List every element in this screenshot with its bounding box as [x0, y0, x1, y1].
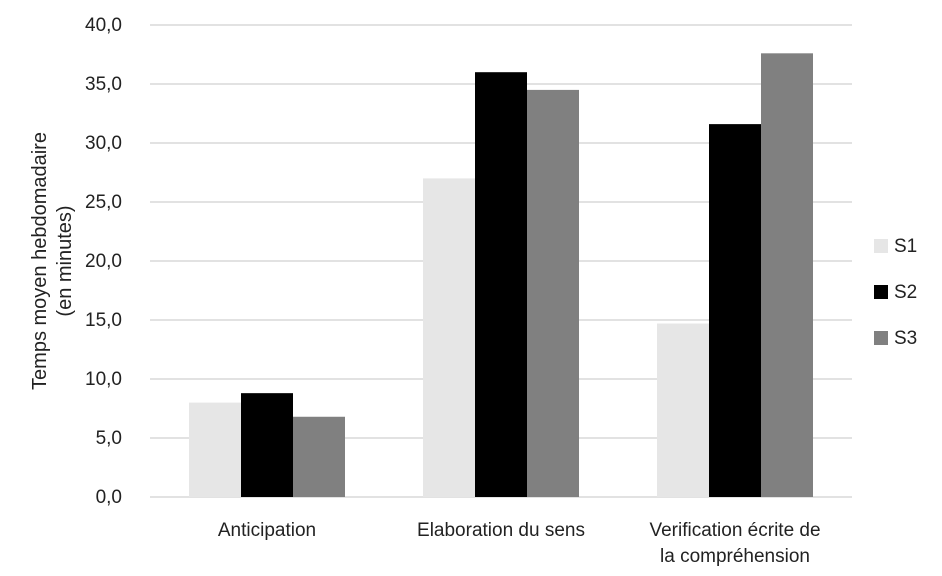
bar-s2 [241, 393, 293, 497]
y-tick-label: 5,0 [96, 428, 122, 449]
bar-s1 [423, 178, 475, 497]
y-tick-label: 0,0 [96, 487, 122, 508]
y-tick-label: 40,0 [85, 15, 122, 36]
legend-label-s1: S1 [894, 236, 917, 257]
bar-s3 [761, 53, 813, 497]
y-tick-label: 10,0 [85, 369, 122, 390]
y-tick-label: 15,0 [85, 310, 122, 331]
category-labels: Anticipation Elaboration du sens Verificat… [218, 520, 821, 567]
category-label: Verification écrite de la compréhension [649, 520, 820, 567]
legend: S1 S2 S3 [874, 236, 917, 349]
y-tick-label: 20,0 [85, 251, 122, 272]
bar-s1 [189, 402, 241, 497]
legend-label-s2: S2 [894, 282, 917, 303]
y-tick-label: 30,0 [85, 133, 122, 154]
bar-s3 [527, 89, 579, 498]
bar-s1 [657, 323, 709, 497]
category-label: Elaboration du sens [417, 520, 585, 541]
legend-label-s3: S3 [894, 328, 917, 349]
legend-swatch-s1 [874, 239, 888, 253]
y-tick-label: 35,0 [85, 74, 122, 95]
legend-swatch-s2 [874, 285, 888, 299]
y-tick-label: 25,0 [85, 192, 122, 213]
bar-s3 [293, 416, 345, 497]
y-tick-labels: 0,0 5,0 10,0 15,0 20,0 25,0 30,0 35,0 40,0 [85, 15, 122, 508]
bar-s2 [709, 124, 761, 498]
category-label: Anticipation [218, 520, 316, 541]
bar-s2 [475, 72, 527, 497]
y-axis-title: Temps moyen hebdomadaire (en minutes) [29, 132, 76, 390]
legend-swatch-s3 [874, 331, 888, 345]
y-axis-label: Temps moyen hebdomadaire (en minutes) [29, 132, 76, 390]
bars [189, 53, 813, 498]
